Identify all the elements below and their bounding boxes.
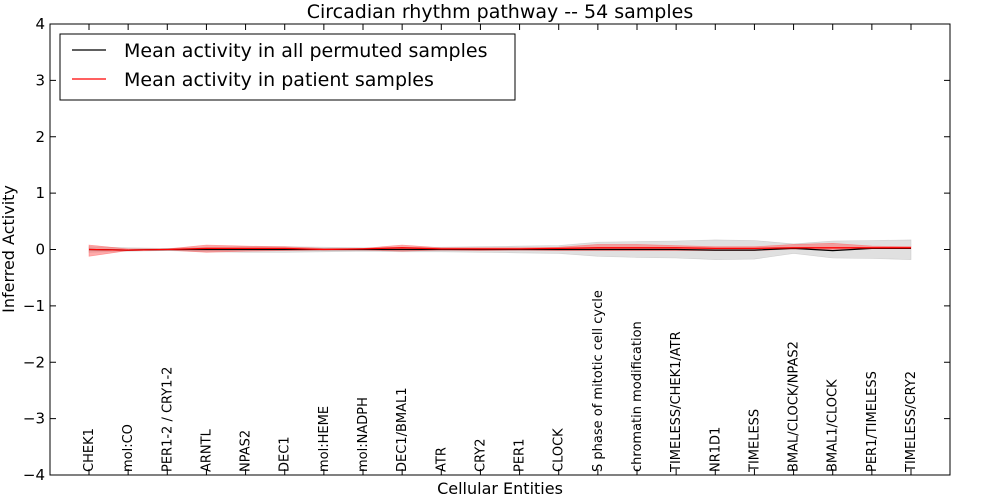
x-tick-label: ARNTL [199,428,214,472]
y-tick-label: −3 [23,410,45,428]
x-tick-label: TIMELESS [747,409,762,473]
x-tick-label: mol:NADPH [356,397,371,472]
x-tick-label: CLOCK [552,428,567,472]
x-tick-label: PER1 [513,439,528,472]
x-tick-label: DEC1/BMAL1 [395,388,410,473]
x-tick-label: chromatin modification [630,321,645,472]
x-tick-label: NR1D1 [708,427,723,472]
series-lines [88,247,911,252]
x-tick-label: BMAL1/CLOCK [826,379,841,472]
line-series-1 [88,247,911,251]
x-tick-label: DEC1 [278,436,293,472]
x-tick-label: PER1-2 / CRY1-2 [160,367,175,472]
y-axis: −4 −3 −2 −1 0 1 2 3 4 [23,15,950,484]
x-axis-label: Cellular Entities [437,479,563,498]
legend-label-patient: Mean activity in patient samples [124,69,434,91]
x-tick-label: TIMELESS/CRY2 [904,371,919,473]
x-tick-label: BMAL/CLOCK/NPAS2 [787,341,802,472]
y-tick-label: 0 [35,241,45,259]
y-tick-label: −4 [23,466,45,484]
x-tick-label: NPAS2 [239,430,254,472]
y-tick-label: 2 [35,128,45,146]
y-tick-label: 4 [35,15,45,33]
x-tick-label: mol:CO [121,424,136,472]
x-tick-label: mol:HEME [317,406,332,472]
y-tick-label: 3 [35,71,45,89]
legend-label-permuted: Mean activity in all permuted samples [124,40,487,62]
x-tick-label: S phase of mitotic cell cycle [591,290,606,472]
y-tick-label: −2 [23,353,45,371]
x-tick-label: ATR [434,447,449,472]
legend-box [59,33,516,101]
x-tick-label: CHEK1 [82,428,97,472]
chart-title: Circadian rhythm pathway -- 54 samples [307,1,694,23]
x-tick-label: CRY2 [473,439,488,473]
legend: Mean activity in all permuted samples Me… [59,33,516,101]
y-axis-label: Inferred Activity [0,185,18,313]
x-axis: CHEK1 mol:CO PER1-2 / CRY1-2 ARNTL NPAS2 DEC1… [82,24,919,475]
y-tick-label: −1 [23,297,45,315]
x-tick-label: TIMELESS/CHEK1/ATR [669,331,684,473]
y-tick-label: 1 [35,184,45,202]
x-tick-label: PER1/TIMELESS [865,371,880,472]
